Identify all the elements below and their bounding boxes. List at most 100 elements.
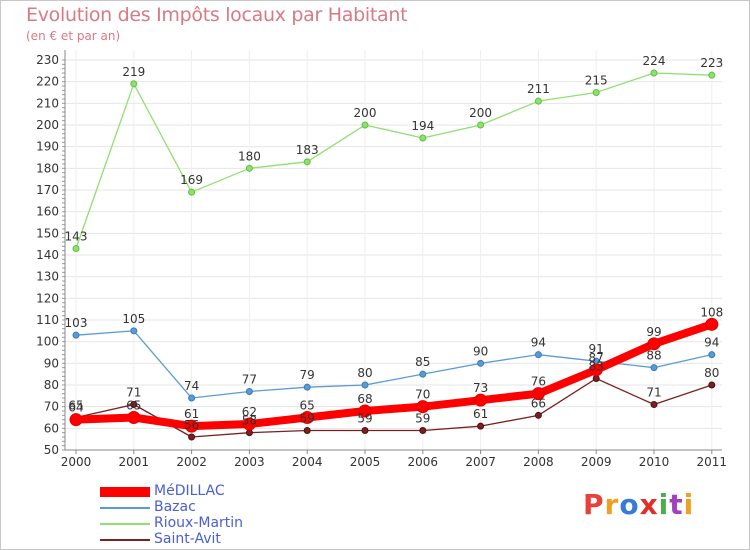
legend-item: Rioux-Martin — [100, 515, 340, 532]
data-point-bazac — [534, 351, 542, 359]
data-label-medillac: 65 — [300, 399, 315, 413]
x-tick-label: 2007 — [465, 455, 496, 469]
logo-letter: r — [604, 488, 620, 521]
data-point-medillac — [358, 404, 372, 418]
y-tick-label: 50 — [44, 443, 59, 457]
data-label-rioux-martin: 183 — [296, 143, 319, 157]
data-point-medillac — [474, 393, 488, 407]
logo-letter: t — [669, 488, 684, 521]
x-tick-label: 2002 — [176, 455, 207, 469]
data-label-medillac: 76 — [531, 375, 546, 389]
y-tick-label: 110 — [36, 313, 59, 327]
y-tick-label: 80 — [44, 378, 59, 392]
data-point-rioux-martin — [303, 158, 311, 166]
data-label-bazac: 91 — [589, 342, 604, 356]
data-point-medillac — [127, 411, 141, 424]
data-label-medillac: 99 — [646, 325, 661, 339]
legend-label: Bazac — [154, 499, 196, 515]
y-tick-label: 160 — [36, 205, 59, 219]
data-point-rioux-martin — [708, 71, 716, 79]
data-label-saint-avit: 66 — [531, 396, 546, 410]
data-point-rioux-martin — [72, 245, 80, 252]
data-label-rioux-martin: 180 — [238, 149, 261, 163]
y-tick-label: 180 — [36, 161, 59, 175]
data-point-bazac — [650, 364, 658, 372]
data-point-saint-avit — [130, 401, 138, 408]
data-label-bazac: 80 — [357, 366, 372, 380]
data-label-saint-avit: 65 — [68, 399, 83, 413]
y-tick-label: 150 — [36, 226, 59, 240]
x-tick-label: 2006 — [408, 455, 439, 469]
data-label-medillac: 68 — [357, 392, 372, 406]
data-point-medillac — [185, 419, 199, 433]
data-label-bazac: 90 — [473, 344, 488, 358]
logo-letter: o — [619, 488, 640, 521]
series-line-medillac — [72, 320, 716, 431]
x-tick-label: 2008 — [523, 455, 554, 469]
x-tick-label: 2009 — [581, 455, 612, 469]
legend-label: Saint-Avit — [154, 531, 221, 547]
data-label-rioux-martin: 224 — [643, 54, 666, 68]
y-tick-label: 190 — [36, 140, 59, 154]
data-label-bazac: 79 — [300, 368, 315, 382]
axes: 50 60 70 80 90 100 110 120 130 140 150 160 170 180 190… — [36, 50, 727, 469]
y-tick-label: 100 — [36, 335, 59, 349]
data-point-bazac — [419, 370, 427, 378]
data-point-rioux-martin — [419, 134, 427, 142]
x-tick-label: 2004 — [292, 455, 323, 469]
data-point-saint-avit — [592, 375, 600, 382]
legend-label: Rioux-Martin — [154, 515, 244, 531]
data-point-saint-avit — [650, 401, 658, 408]
data-label-medillac: 62 — [242, 405, 257, 419]
data-label-saint-avit: 56 — [184, 418, 199, 432]
data-label-rioux-martin: 143 — [65, 230, 88, 244]
y-tick-label: 140 — [36, 248, 59, 262]
logo-letter: x — [639, 488, 659, 521]
data-point-bazac — [477, 359, 485, 367]
data-point-saint-avit — [245, 429, 253, 437]
data-point-medillac — [531, 387, 545, 401]
data-label-saint-avit: 80 — [704, 366, 719, 380]
data-point-medillac — [416, 400, 430, 414]
series-line-saint-avit — [75, 377, 713, 438]
data-point-rioux-martin — [534, 97, 542, 105]
data-label-medillac: 61 — [184, 407, 199, 421]
data-point-medillac — [69, 413, 83, 427]
y-tick-label: 60 — [44, 421, 59, 435]
logo-letter: i — [658, 488, 670, 521]
data-point-saint-avit — [188, 433, 196, 441]
data-label-rioux-martin: 194 — [411, 119, 434, 133]
data-label-medillac: 73 — [473, 381, 488, 395]
y-tick-label: 90 — [44, 356, 59, 370]
data-point-saint-avit — [534, 411, 542, 419]
grid-lines — [65, 50, 722, 451]
data-point-medillac — [647, 337, 661, 351]
y-tick-label: 70 — [44, 400, 59, 414]
data-label-rioux-martin: 200 — [469, 106, 492, 120]
data-point-bazac — [130, 327, 138, 335]
data-label-rioux-martin: 223 — [700, 56, 723, 70]
legend-swatch — [100, 523, 150, 525]
data-label-rioux-martin: 219 — [122, 65, 145, 79]
data-point-medillac — [705, 317, 719, 331]
y-tick-label: 220 — [36, 75, 59, 89]
legend-item: Saint-Avit — [100, 531, 340, 548]
data-label-medillac: 70 — [415, 388, 430, 402]
x-tick-label: 2001 — [119, 455, 150, 469]
data-label-rioux-martin: 215 — [585, 74, 608, 88]
y-tick-label: 200 — [36, 118, 59, 132]
data-point-rioux-martin — [245, 164, 253, 172]
data-label-bazac: 103 — [65, 316, 88, 330]
data-label-bazac: 74 — [184, 379, 199, 393]
data-point-rioux-martin — [477, 121, 485, 129]
data-label-saint-avit: 59 — [357, 412, 372, 426]
data-label-bazac: 77 — [242, 373, 257, 387]
data-point-bazac — [188, 394, 196, 402]
data-label-rioux-martin: 169 — [180, 173, 203, 187]
data-point-rioux-martin — [650, 69, 658, 77]
data-label-saint-avit: 59 — [300, 412, 315, 426]
data-label-medillac: 87 — [589, 351, 604, 365]
data-label-saint-avit: 71 — [126, 386, 141, 400]
y-tick-label: 170 — [36, 183, 59, 197]
